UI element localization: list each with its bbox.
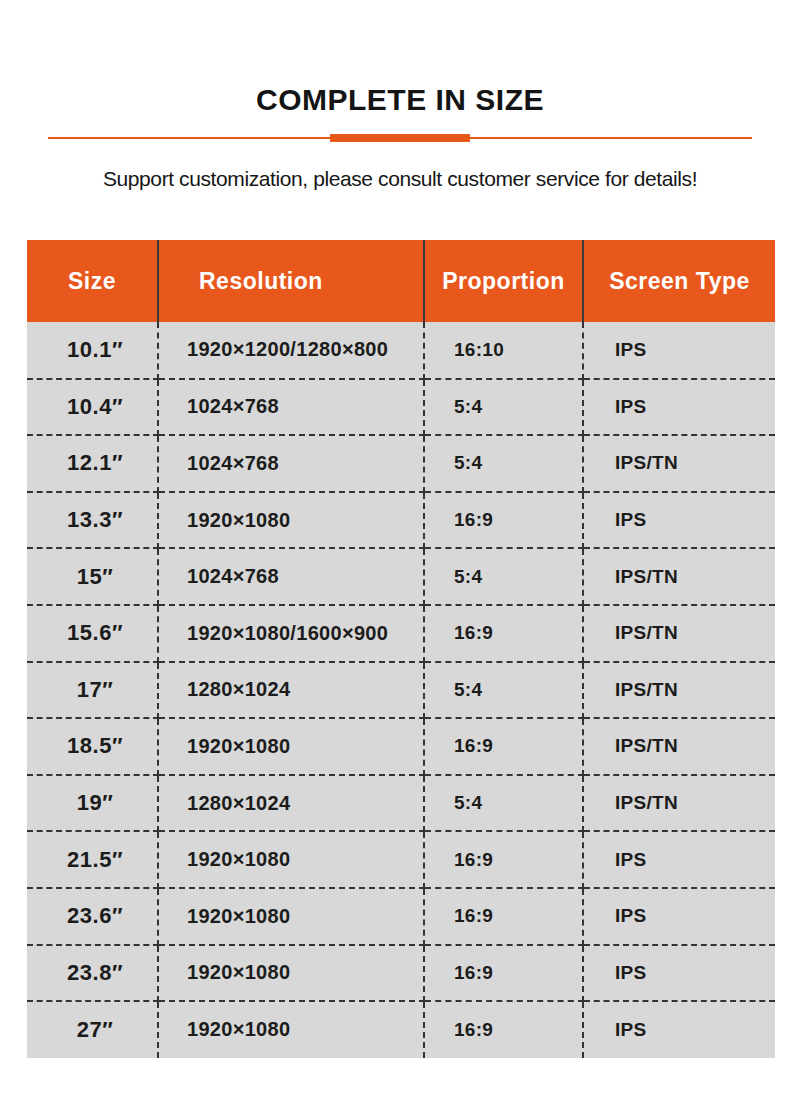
resolution-cell: 1920×1080 (158, 492, 424, 549)
screen-type-cell: IPS (583, 945, 775, 1002)
proportion-cell: 5:4 (424, 548, 583, 605)
size-cell: 17″ (27, 662, 158, 719)
size-cell: 15″ (27, 548, 158, 605)
screen-type-cell: IPS (583, 379, 775, 436)
screen-type-cell: IPS (583, 1001, 775, 1058)
header-proportion: Proportion (424, 240, 583, 322)
proportion-cell: 16:9 (424, 945, 583, 1002)
resolution-cell: 1920×1080 (158, 945, 424, 1002)
size-cell: 21.5″ (27, 831, 158, 888)
table-row: 23.6″ 1920×1080 16:9 IPS (27, 888, 775, 945)
proportion-cell: 5:4 (424, 379, 583, 436)
size-cell: 12.1″ (27, 435, 158, 492)
proportion-cell: 5:4 (424, 662, 583, 719)
size-spec-table: Size Resolution Proportion Screen Type 1… (27, 240, 775, 1058)
table-row: 13.3″ 1920×1080 16:9 IPS (27, 492, 775, 549)
screen-type-cell: IPS/TN (583, 435, 775, 492)
size-cell: 15.6″ (27, 605, 158, 662)
header-screen-type: Screen Type (583, 240, 775, 322)
size-cell: 23.8″ (27, 945, 158, 1002)
divider-accent-bar (330, 134, 470, 142)
screen-type-cell: IPS (583, 492, 775, 549)
resolution-cell: 1920×1080 (158, 831, 424, 888)
size-cell: 19″ (27, 775, 158, 832)
proportion-cell: 16:9 (424, 718, 583, 775)
table-row: 12.1″ 1024×768 5:4 IPS/TN (27, 435, 775, 492)
size-cell: 18.5″ (27, 718, 158, 775)
header-resolution: Resolution (158, 240, 424, 322)
resolution-cell: 1920×1080 (158, 1001, 424, 1058)
table-row: 10.4″ 1024×768 5:4 IPS (27, 379, 775, 436)
proportion-cell: 16:10 (424, 322, 583, 379)
table-row: 17″ 1280×1024 5:4 IPS/TN (27, 662, 775, 719)
size-cell: 10.4″ (27, 379, 158, 436)
proportion-cell: 5:4 (424, 435, 583, 492)
resolution-cell: 1024×768 (158, 379, 424, 436)
screen-type-cell: IPS (583, 831, 775, 888)
proportion-cell: 16:9 (424, 831, 583, 888)
proportion-cell: 5:4 (424, 775, 583, 832)
screen-type-cell: IPS (583, 322, 775, 379)
table-header-row: Size Resolution Proportion Screen Type (27, 240, 775, 322)
screen-type-cell: IPS/TN (583, 775, 775, 832)
subtitle: Support customization, please consult cu… (0, 167, 800, 191)
size-cell: 10.1″ (27, 322, 158, 379)
size-cell: 23.6″ (27, 888, 158, 945)
resolution-cell: 1024×768 (158, 548, 424, 605)
proportion-cell: 16:9 (424, 605, 583, 662)
resolution-cell: 1280×1024 (158, 775, 424, 832)
resolution-cell: 1920×1080 (158, 718, 424, 775)
table-row: 21.5″ 1920×1080 16:9 IPS (27, 831, 775, 888)
resolution-cell: 1920×1200/1280×800 (158, 322, 424, 379)
screen-type-cell: IPS/TN (583, 662, 775, 719)
page-title: COMPLETE IN SIZE (0, 83, 800, 117)
screen-type-cell: IPS (583, 888, 775, 945)
resolution-cell: 1920×1080/1600×900 (158, 605, 424, 662)
proportion-cell: 16:9 (424, 492, 583, 549)
resolution-cell: 1280×1024 (158, 662, 424, 719)
proportion-cell: 16:9 (424, 1001, 583, 1058)
table-row: 15.6″ 1920×1080/1600×900 16:9 IPS/TN (27, 605, 775, 662)
size-cell: 27″ (27, 1001, 158, 1058)
screen-type-cell: IPS/TN (583, 718, 775, 775)
proportion-cell: 16:9 (424, 888, 583, 945)
table-row: 10.1″ 1920×1200/1280×800 16:10 IPS (27, 322, 775, 379)
resolution-cell: 1920×1080 (158, 888, 424, 945)
title-divider (48, 137, 752, 139)
table-row: 19″ 1280×1024 5:4 IPS/TN (27, 775, 775, 832)
table-row: 15″ 1024×768 5:4 IPS/TN (27, 548, 775, 605)
header-size: Size (27, 240, 158, 322)
screen-type-cell: IPS/TN (583, 605, 775, 662)
table-row: 23.8″ 1920×1080 16:9 IPS (27, 945, 775, 1002)
table-row: 18.5″ 1920×1080 16:9 IPS/TN (27, 718, 775, 775)
resolution-cell: 1024×768 (158, 435, 424, 492)
size-cell: 13.3″ (27, 492, 158, 549)
screen-type-cell: IPS/TN (583, 548, 775, 605)
table-row: 27″ 1920×1080 16:9 IPS (27, 1001, 775, 1058)
